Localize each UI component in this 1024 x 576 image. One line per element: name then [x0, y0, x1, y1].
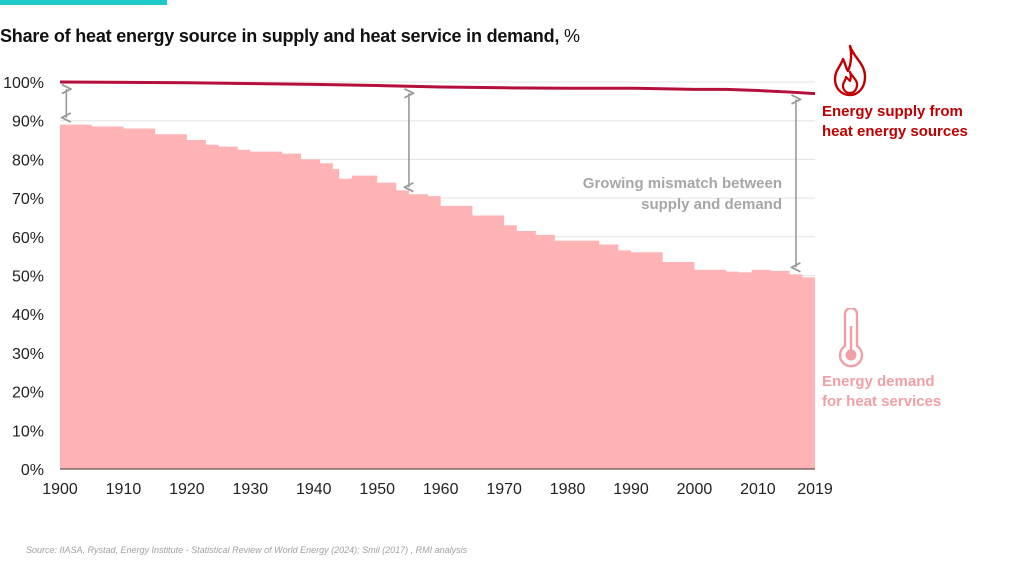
- supply-line: [59, 80, 816, 96]
- y-tick-label: 0%: [21, 462, 44, 479]
- x-tick-label: 1990: [613, 481, 649, 498]
- y-tick-label: 20%: [12, 385, 44, 402]
- y-tick-label: 80%: [12, 152, 44, 169]
- mismatch-annotation: Growing mismatch between supply and dema…: [530, 173, 782, 215]
- y-tick-label: 70%: [12, 191, 44, 208]
- thermometer-icon: [838, 308, 864, 368]
- x-tick-label: 1900: [42, 481, 78, 498]
- accent-bar: [0, 0, 167, 5]
- legend-supply-line2: heat energy sources: [822, 123, 968, 140]
- chart-title-text: Share of heat energy source in supply an…: [0, 26, 560, 46]
- x-tick-label: 1940: [296, 481, 332, 498]
- x-tick-label: 2010: [740, 481, 776, 498]
- source-note: Source: IIASA, Rystad, Energy Institute …: [26, 545, 468, 555]
- x-tick-label: 2019: [797, 481, 833, 498]
- y-tick-label: 50%: [12, 269, 44, 286]
- y-tick-label: 60%: [12, 230, 44, 247]
- y-tick-label: 100%: [3, 75, 44, 92]
- mismatch-annotation-line2: supply and demand: [641, 196, 782, 213]
- y-tick-label: 10%: [12, 423, 44, 440]
- y-tick-label: 40%: [12, 307, 44, 324]
- x-tick-label: 1930: [233, 481, 269, 498]
- chart-title-unit: %: [564, 26, 580, 46]
- x-tick-label: 1950: [359, 481, 395, 498]
- x-tick-label: 1920: [169, 481, 205, 498]
- legend-demand-line2: for heat services: [822, 393, 942, 410]
- x-tick-label: 1910: [106, 481, 142, 498]
- x-tick-label: 1970: [486, 481, 522, 498]
- y-tick-label: 30%: [12, 346, 44, 363]
- legend-supply: Energy supply from heat energy sources: [822, 102, 1012, 142]
- legend-demand-line1: Energy demand: [822, 373, 935, 390]
- legend-demand: Energy demand for heat services: [822, 372, 1012, 412]
- demand-area: [60, 124, 815, 469]
- x-tick-label: 2000: [677, 481, 713, 498]
- chart-title: Share of heat energy source in supply an…: [0, 26, 580, 47]
- x-tick-label: 1960: [423, 481, 459, 498]
- legend-supply-line1: Energy supply from: [822, 103, 963, 120]
- x-tick-label: 1980: [550, 481, 586, 498]
- mismatch-annotation-line1: Growing mismatch between: [582, 175, 782, 192]
- y-tick-label: 90%: [12, 114, 44, 131]
- flame-icon: [833, 44, 867, 97]
